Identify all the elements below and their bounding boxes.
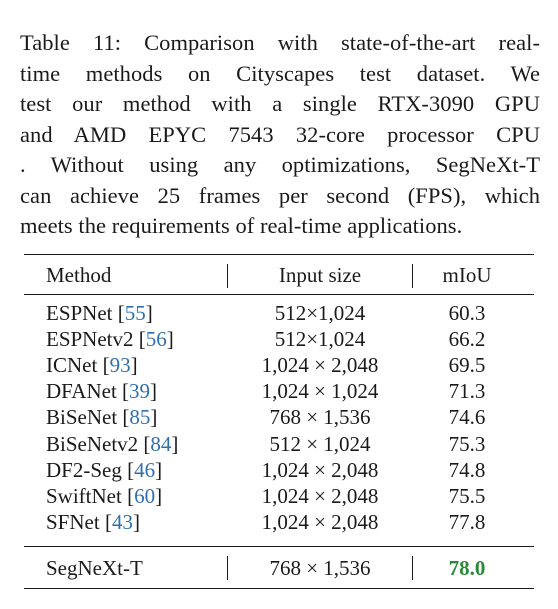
table-row-input-size: 768 × 1,536 xyxy=(269,405,371,430)
citation-link[interactable]: 39 xyxy=(129,379,151,404)
table-row-miou: 71.3 xyxy=(448,379,486,404)
citation-link[interactable]: 56 xyxy=(145,327,167,352)
caption-line: time methods on Cityscapes test dataset.… xyxy=(20,60,540,86)
column-separator xyxy=(227,556,228,580)
table-row-miou: 75.5 xyxy=(448,483,486,508)
table-row-miou: 75.3 xyxy=(448,431,486,456)
caption-line: can achieve 25 frames per second (FPS), … xyxy=(20,182,540,208)
column-separator xyxy=(412,264,413,288)
table-bottom-rule xyxy=(24,588,534,589)
table-row-miou: 66.2 xyxy=(448,327,486,352)
table-row-miou: 69.5 xyxy=(448,353,486,378)
table-row-method: SwiftNet [60] xyxy=(46,483,163,508)
table-row-input-size: 1,024 × 1,024 xyxy=(261,379,379,404)
ours-separator-rule xyxy=(24,546,534,547)
column-separator xyxy=(227,264,228,288)
table-row-input-size: 512×1,024 xyxy=(274,327,366,352)
method-name: BiSeNet xyxy=(46,405,118,430)
caption-line: Table 11: Comparison with state-of-the-a… xyxy=(20,30,540,55)
citation-link[interactable]: 93 xyxy=(109,353,131,378)
caption-line: and AMD EPYC 7543 32-core processor CPU xyxy=(20,121,540,147)
ours-method: SegNeXt-T xyxy=(46,556,143,580)
table-row-input-size: 1,024 × 2,048 xyxy=(261,457,379,482)
table-row-input-size: 1,024 × 2,048 xyxy=(261,509,379,534)
table-top-rule xyxy=(24,254,534,255)
table-row-miou: 74.8 xyxy=(448,457,486,482)
header-rule xyxy=(24,294,534,295)
ours-input-size: 768 × 1,536 xyxy=(269,556,371,580)
method-name: ICNet xyxy=(46,353,98,378)
table-row-method: ESPNet [55] xyxy=(46,301,153,325)
table-row-method: BiSeNet [85] xyxy=(46,405,158,430)
header-input-size: Input size xyxy=(278,263,362,287)
method-name: ESPNetv2 xyxy=(46,327,134,352)
table-row-miou: 60.3 xyxy=(448,301,486,325)
method-name: ESPNet xyxy=(46,301,113,325)
citation-link[interactable]: 60 xyxy=(134,483,156,508)
caption-line: . Without using any optimizations, SegNe… xyxy=(20,152,540,177)
method-name: BiSeNetv2 xyxy=(46,431,139,456)
table-row-method: ESPNetv2 [56] xyxy=(46,327,174,352)
citation-link[interactable]: 43 xyxy=(111,509,133,534)
method-name: SwiftNet xyxy=(46,483,122,508)
caption-line: test our method with a single RTX-3090 G… xyxy=(20,91,540,116)
citation-link[interactable]: 46 xyxy=(134,457,156,482)
table-row-input-size: 1,024 × 2,048 xyxy=(261,353,379,378)
header-miou: mIoU xyxy=(442,263,492,287)
table-row-method: DFANet [39] xyxy=(46,379,158,404)
table-row-miou: 77.8 xyxy=(448,509,486,534)
column-separator xyxy=(412,556,413,580)
method-name: DF2-Seg xyxy=(46,457,122,482)
table-row-method: DF2-Seg [46] xyxy=(46,457,163,482)
table-row-method: ICNet [93] xyxy=(46,353,138,378)
table-row-input-size: 512×1,024 xyxy=(274,301,366,325)
table-row-input-size: 512 × 1,024 xyxy=(269,431,371,456)
table-caption: Table 11: Comparison with state-of-the-a… xyxy=(20,28,540,242)
table-row-method: BiSeNetv2 [84] xyxy=(46,431,179,456)
table-row-input-size: 1,024 × 2,048 xyxy=(261,483,379,508)
ours-miou: 78.0 xyxy=(448,556,486,580)
header-method: Method xyxy=(46,263,112,287)
method-name: SFNet xyxy=(46,509,100,534)
citation-link[interactable]: 85 xyxy=(129,405,151,430)
method-name: DFANet xyxy=(46,379,117,404)
table-row-method: SFNet [43] xyxy=(46,509,140,534)
citation-link[interactable]: 55 xyxy=(124,301,146,325)
table-row-miou: 74.6 xyxy=(448,405,486,430)
citation-link[interactable]: 84 xyxy=(150,431,172,456)
caption-line: meets the requirements of real-time appl… xyxy=(20,213,463,238)
